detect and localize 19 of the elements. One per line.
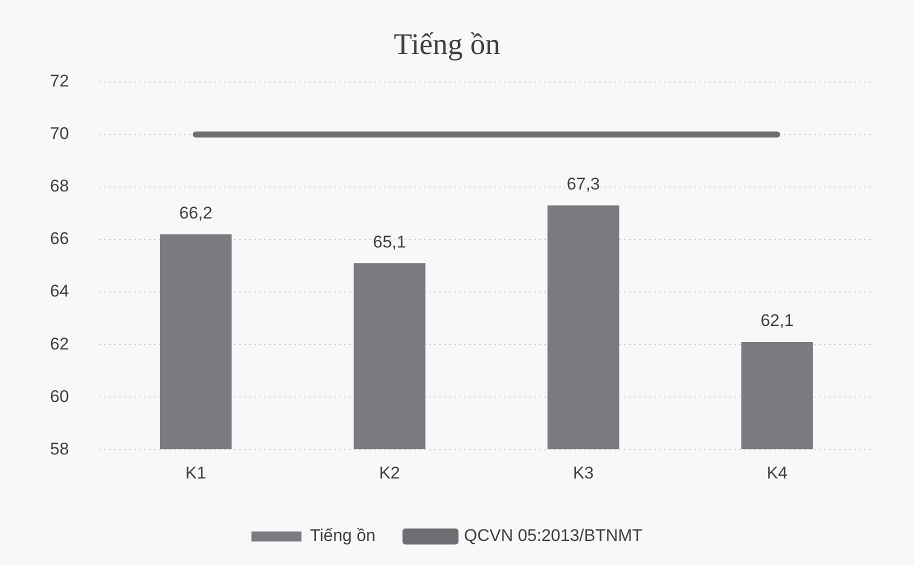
y-tick-label: 66 [50,229,69,248]
data-label: 66,2 [179,203,212,222]
y-tick-label: 64 [50,282,69,301]
y-tick-label: 58 [50,439,69,458]
data-label: 65,1 [373,232,406,252]
y-tick-label: 72 [50,72,69,91]
x-tick-label: K3 [572,463,594,482]
legend-label: Tiếng ồn [310,526,376,546]
y-tick-label: 70 [50,124,69,144]
x-tick-label: K1 [185,463,206,482]
y-tick-label: 62 [50,334,69,354]
x-tick-label: K2 [379,463,400,482]
data-label: 67,3 [566,174,600,194]
legend-label: QCVN 05:2013/BTNMT [464,526,643,546]
y-tick-label: 68 [50,176,69,196]
chart-title: Tiếng ồn [394,28,500,61]
x-tick-label: K4 [766,463,788,482]
y-tick-label: 60 [50,386,69,406]
data-label: 62,1 [760,311,794,330]
